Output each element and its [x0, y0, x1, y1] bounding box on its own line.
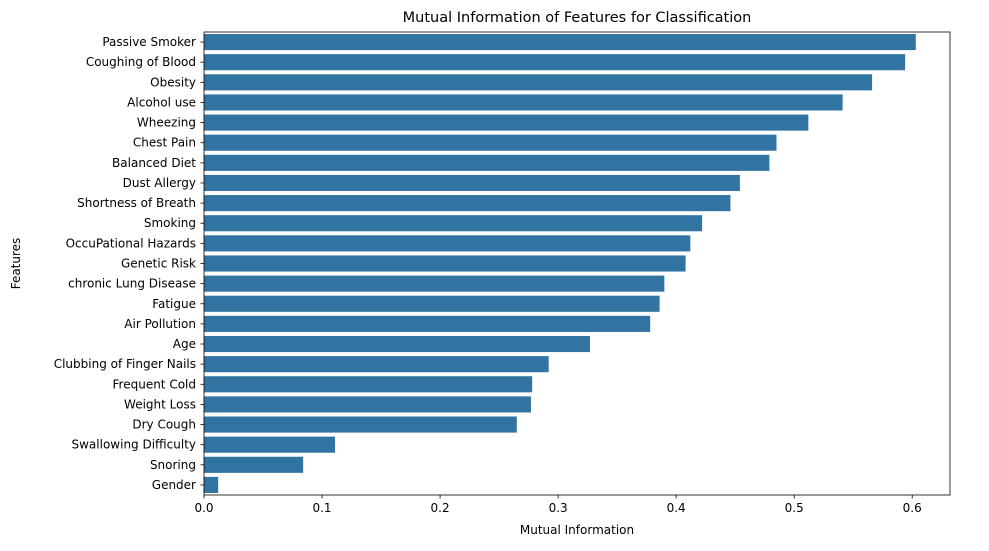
bar-gender [204, 476, 219, 493]
bar-passive-smoker [204, 34, 916, 51]
bar-clubbing-of-finger-nails [204, 356, 549, 373]
y-axis: Passive Smoker Coughing of Blood Obesity Al… [54, 35, 204, 492]
x-tick-label: 0.2 [431, 501, 450, 515]
y-tick-label: Dust Allergy [123, 176, 196, 190]
y-tick-label: Frequent Cold [113, 377, 196, 391]
y-tick-label: Air Pollution [124, 317, 196, 331]
y-tick-label: Smoking [144, 216, 196, 230]
y-tick-label: Chest Pain [133, 136, 196, 150]
y-tick-label: Obesity [150, 75, 196, 89]
y-tick-label: Gender [152, 478, 196, 492]
y-tick-label: OccuPational Hazards [66, 236, 196, 250]
bar-shortness-of-breath [204, 195, 731, 212]
bar-dust-allergy [204, 174, 740, 192]
bar-coughing-of-blood [204, 54, 906, 71]
bars-layer [204, 34, 916, 493]
bar-fatigue [204, 295, 660, 312]
bar-chronic-lung-disease [204, 275, 665, 292]
y-tick-label: Dry Cough [132, 418, 196, 432]
y-tick-label: Snoring [150, 458, 196, 472]
x-tick-label: 0.3 [549, 501, 568, 515]
x-axis-title: Mutual Information [520, 523, 634, 537]
y-tick-label: Age [173, 337, 196, 351]
y-tick-label: Alcohol use [127, 95, 196, 109]
bar-weight-loss [204, 396, 531, 413]
bar-dry-cough [204, 416, 517, 433]
bar-swallowing-difficulty [204, 436, 336, 453]
bar-smoking [204, 215, 703, 232]
bar-alcohol-use [204, 94, 843, 111]
y-tick-label: Shortness of Breath [77, 196, 196, 210]
y-tick-label: Passive Smoker [102, 35, 196, 49]
y-tick-label: Genetic Risk [121, 257, 196, 271]
x-tick-label: 0.6 [903, 501, 922, 515]
bar-air-pollution [204, 315, 651, 332]
bar-wheezing [204, 114, 809, 131]
x-tick-label: 0.4 [667, 501, 686, 515]
y-tick-label: Balanced Diet [112, 156, 196, 170]
y-tick-label: Clubbing of Finger Nails [54, 357, 196, 371]
plot-frame [203, 31, 951, 496]
x-tick-label: 0.0 [194, 501, 213, 515]
bar-genetic-risk [204, 255, 686, 272]
bar-snoring [204, 456, 304, 473]
y-axis-title: Features [9, 238, 23, 290]
y-tick-label: Wheezing [137, 116, 196, 130]
y-tick-label: Coughing of Blood [86, 55, 196, 69]
bar-frequent-cold [204, 376, 533, 393]
bar-age [204, 335, 590, 353]
y-tick-label: chronic Lung Disease [68, 277, 196, 291]
y-tick-label: Swallowing Difficulty [72, 438, 197, 452]
bar-chest-pain [204, 134, 777, 151]
bar-occupational-hazards [204, 235, 691, 252]
y-tick-label: Weight Loss [124, 397, 196, 411]
x-tick-label: 0.5 [785, 501, 804, 515]
chart-title: Mutual Information of Features for Class… [403, 10, 752, 26]
bar-obesity [204, 74, 873, 91]
x-axis: 0.0 0.1 0.2 0.3 0.4 0.5 0.6 [194, 495, 922, 515]
x-tick-label: 0.1 [312, 501, 331, 515]
y-tick-label: Fatigue [152, 297, 196, 311]
bar-balanced-diet [204, 154, 770, 171]
